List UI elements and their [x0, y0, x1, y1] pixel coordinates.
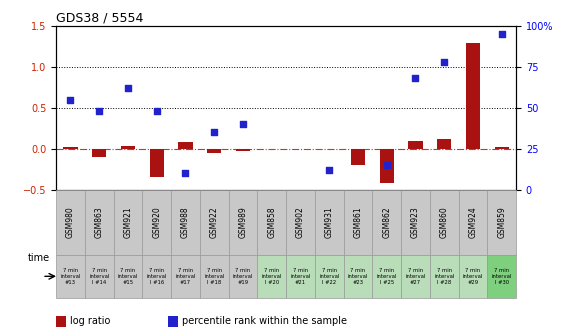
- Text: GSM859: GSM859: [497, 206, 506, 238]
- Bar: [178, 142, 192, 149]
- Bar: [92, 149, 107, 157]
- Bar: [236, 149, 250, 151]
- Bar: [401, 255, 430, 298]
- Bar: [437, 139, 452, 149]
- Bar: [408, 141, 422, 149]
- Point: [440, 60, 449, 65]
- Text: 7 min
interval
#13: 7 min interval #13: [60, 268, 81, 284]
- Bar: [113, 190, 142, 255]
- Point: [325, 167, 334, 173]
- Bar: [257, 255, 286, 298]
- Bar: [85, 190, 113, 255]
- Bar: [200, 255, 229, 298]
- Text: GSM920: GSM920: [152, 206, 161, 238]
- Bar: [63, 147, 77, 149]
- Point: [238, 122, 247, 127]
- Text: GSM863: GSM863: [95, 206, 104, 238]
- Bar: [373, 255, 401, 298]
- Bar: [401, 190, 430, 255]
- Bar: [286, 255, 315, 298]
- Bar: [315, 255, 343, 298]
- Text: GSM923: GSM923: [411, 206, 420, 238]
- Point: [95, 109, 104, 114]
- Text: 7 min
interval
#17: 7 min interval #17: [175, 268, 196, 284]
- Text: 7 min
interval
l #30: 7 min interval l #30: [491, 268, 512, 284]
- Bar: [343, 255, 373, 298]
- Point: [66, 97, 75, 102]
- Bar: [488, 190, 516, 255]
- Text: 7 min
interval
#29: 7 min interval #29: [463, 268, 483, 284]
- Text: 7 min
interval
#23: 7 min interval #23: [348, 268, 368, 284]
- Bar: [430, 255, 459, 298]
- Text: percentile rank within the sample: percentile rank within the sample: [182, 316, 347, 326]
- Text: 7 min
interval
l #16: 7 min interval l #16: [146, 268, 167, 284]
- Bar: [56, 255, 85, 298]
- Text: 7 min
interval
l #14: 7 min interval l #14: [89, 268, 109, 284]
- Text: GSM922: GSM922: [210, 207, 219, 238]
- Text: GSM861: GSM861: [353, 207, 362, 238]
- Text: GSM862: GSM862: [382, 207, 391, 238]
- Point: [382, 163, 391, 168]
- Bar: [56, 316, 66, 327]
- Text: GSM980: GSM980: [66, 206, 75, 238]
- Text: 7 min
interval
l #28: 7 min interval l #28: [434, 268, 454, 284]
- Bar: [380, 149, 394, 183]
- Bar: [286, 190, 315, 255]
- Bar: [207, 149, 222, 153]
- Text: 7 min
interval
#15: 7 min interval #15: [118, 268, 138, 284]
- Bar: [56, 190, 85, 255]
- Bar: [458, 190, 488, 255]
- Text: 7 min
interval
l #18: 7 min interval l #18: [204, 268, 224, 284]
- Text: GSM902: GSM902: [296, 206, 305, 238]
- Bar: [430, 190, 459, 255]
- Bar: [458, 255, 488, 298]
- Bar: [171, 255, 200, 298]
- Bar: [351, 149, 365, 165]
- Text: 7 min
interval
l #25: 7 min interval l #25: [376, 268, 397, 284]
- Text: time: time: [28, 253, 50, 263]
- Point: [411, 76, 420, 81]
- Bar: [257, 190, 286, 255]
- Point: [210, 130, 219, 135]
- Text: GSM931: GSM931: [325, 206, 334, 238]
- Bar: [121, 146, 135, 149]
- Text: 7 min
interval
l #20: 7 min interval l #20: [261, 268, 282, 284]
- Bar: [488, 255, 516, 298]
- Point: [497, 32, 506, 37]
- Bar: [373, 190, 401, 255]
- Bar: [466, 43, 480, 149]
- Text: GSM924: GSM924: [468, 206, 477, 238]
- Bar: [85, 255, 113, 298]
- Point: [181, 171, 190, 176]
- Bar: [343, 190, 373, 255]
- Bar: [142, 255, 171, 298]
- Bar: [171, 190, 200, 255]
- Bar: [229, 255, 257, 298]
- Bar: [113, 255, 142, 298]
- Bar: [495, 147, 509, 149]
- Text: GSM989: GSM989: [238, 206, 247, 238]
- Bar: [315, 190, 343, 255]
- Point: [123, 86, 132, 91]
- Text: 7 min
interval
#21: 7 min interval #21: [290, 268, 311, 284]
- Text: 7 min
interval
l #22: 7 min interval l #22: [319, 268, 339, 284]
- Bar: [150, 149, 164, 177]
- Text: GSM988: GSM988: [181, 207, 190, 238]
- Bar: [142, 190, 171, 255]
- Text: 7 min
interval
#19: 7 min interval #19: [233, 268, 253, 284]
- Text: 7 min
interval
#27: 7 min interval #27: [405, 268, 426, 284]
- Text: GDS38 / 5554: GDS38 / 5554: [56, 12, 144, 25]
- Text: GSM858: GSM858: [267, 207, 276, 238]
- Text: GSM860: GSM860: [440, 206, 449, 238]
- Bar: [168, 316, 178, 327]
- Text: GSM921: GSM921: [123, 207, 132, 238]
- Point: [152, 109, 161, 114]
- Text: log ratio: log ratio: [70, 316, 111, 326]
- Bar: [229, 190, 257, 255]
- Bar: [200, 190, 229, 255]
